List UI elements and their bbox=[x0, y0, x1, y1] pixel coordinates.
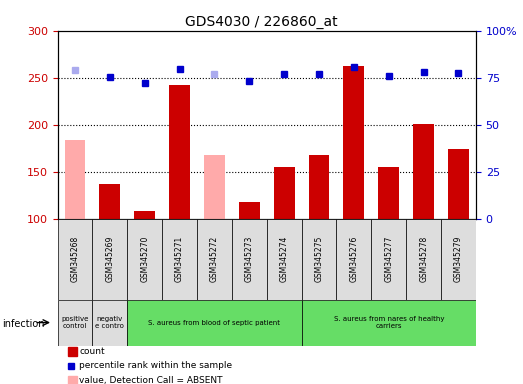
Text: GSM345268: GSM345268 bbox=[71, 236, 79, 282]
Text: GSM345278: GSM345278 bbox=[419, 236, 428, 282]
Bar bbox=[134, 211, 155, 219]
Text: GSM345270: GSM345270 bbox=[140, 236, 149, 282]
Bar bbox=[162, 219, 197, 300]
Bar bbox=[267, 219, 302, 300]
Bar bbox=[441, 219, 476, 300]
Bar bbox=[302, 219, 336, 300]
Text: GSM345269: GSM345269 bbox=[105, 236, 115, 282]
Bar bbox=[58, 219, 93, 300]
Text: S. aureus from blood of septic patient: S. aureus from blood of septic patient bbox=[149, 319, 280, 326]
Text: GSM345272: GSM345272 bbox=[210, 236, 219, 282]
Text: GDS4030 / 226860_at: GDS4030 / 226860_at bbox=[185, 15, 338, 29]
Bar bbox=[99, 184, 120, 219]
Text: GSM345274: GSM345274 bbox=[280, 236, 289, 282]
Bar bbox=[169, 85, 190, 219]
Bar bbox=[344, 66, 365, 219]
Bar bbox=[197, 219, 232, 300]
Text: GSM345277: GSM345277 bbox=[384, 236, 393, 282]
Bar bbox=[448, 149, 469, 219]
Text: count: count bbox=[79, 347, 105, 356]
Bar bbox=[406, 219, 441, 300]
Text: GSM345275: GSM345275 bbox=[314, 236, 324, 282]
Bar bbox=[413, 124, 434, 219]
Text: GSM345279: GSM345279 bbox=[454, 236, 463, 282]
Text: percentile rank within the sample: percentile rank within the sample bbox=[79, 361, 233, 371]
Text: GSM345273: GSM345273 bbox=[245, 236, 254, 282]
Text: GSM345276: GSM345276 bbox=[349, 236, 358, 282]
Bar bbox=[378, 167, 399, 219]
Bar bbox=[371, 219, 406, 300]
Bar bbox=[239, 202, 260, 219]
Text: S. aureus from nares of healthy
carriers: S. aureus from nares of healthy carriers bbox=[334, 316, 444, 329]
Bar bbox=[309, 155, 329, 219]
Bar bbox=[127, 300, 302, 346]
Bar bbox=[232, 219, 267, 300]
Bar bbox=[302, 300, 476, 346]
Bar bbox=[93, 300, 127, 346]
Bar bbox=[204, 155, 225, 219]
Bar bbox=[274, 167, 294, 219]
Text: negativ
e contro: negativ e contro bbox=[95, 316, 124, 329]
Bar bbox=[336, 219, 371, 300]
Bar bbox=[93, 219, 127, 300]
Text: value, Detection Call = ABSENT: value, Detection Call = ABSENT bbox=[79, 376, 223, 384]
Bar bbox=[64, 140, 85, 219]
Text: positive
control: positive control bbox=[61, 316, 89, 329]
Text: GSM345271: GSM345271 bbox=[175, 236, 184, 282]
Text: infection: infection bbox=[3, 319, 45, 329]
Bar bbox=[127, 219, 162, 300]
Bar bbox=[58, 300, 93, 346]
